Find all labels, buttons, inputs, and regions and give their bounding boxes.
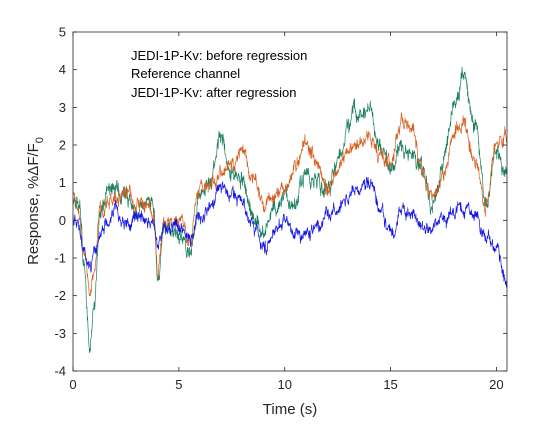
- plot-area-background: [73, 32, 507, 371]
- y-tick-label: -1: [54, 251, 66, 266]
- x-tick-label: 10: [277, 377, 291, 392]
- y-tick-label: 1: [59, 175, 66, 190]
- series-line-3: [72, 176, 508, 288]
- legend-entry-reference-channel: Reference channel: [131, 66, 240, 81]
- x-axis-label: Time (s): [263, 401, 317, 418]
- y-tick-label: -3: [54, 326, 66, 341]
- plot-area-box: [72, 31, 508, 372]
- x-tick-label: 15: [383, 377, 397, 392]
- y-tick-label: 3: [59, 100, 66, 115]
- y-tick-label: 2: [59, 138, 66, 153]
- y-axis-label-subscript: 0: [34, 137, 46, 143]
- x-tick-label: 20: [489, 377, 503, 392]
- axis-layer: 0 5 10 15 20 -4 -3 -2 -1 0 1 2 3 4 5: [54, 25, 507, 392]
- legend: JEDI-1P-Kv: before regression Reference …: [131, 48, 307, 100]
- y-tick-label: -2: [54, 288, 66, 303]
- y-axis-label: Response, %ΔF/F0: [25, 137, 46, 265]
- y-tick-label: 4: [59, 62, 66, 77]
- legend-entry-before-regression: JEDI-1P-Kv: before regression: [131, 48, 307, 63]
- legend-entry-after-regression: JEDI-1P-Kv: after regression: [131, 85, 296, 100]
- y-tick-label: 5: [59, 25, 66, 40]
- series-layer: [72, 66, 508, 354]
- y-axis-label-main: Response, %ΔF/F: [25, 143, 42, 265]
- y-tick-label: 0: [59, 213, 66, 228]
- x-tick-label: 5: [175, 377, 182, 392]
- x-tick-label: 0: [69, 377, 76, 392]
- series-line-2: [72, 112, 508, 297]
- y-tick-label: -4: [54, 364, 66, 379]
